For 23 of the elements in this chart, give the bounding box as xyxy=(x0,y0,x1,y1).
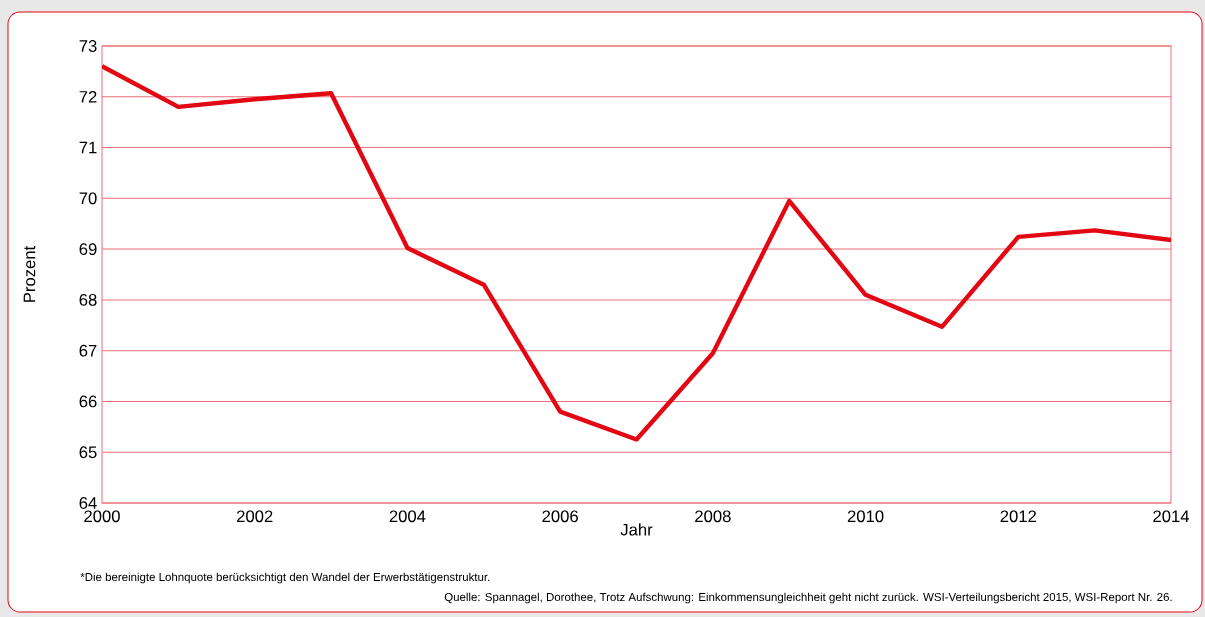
y-tick-label: 73 xyxy=(79,40,97,52)
y-tick-label: 70 xyxy=(79,192,97,205)
x-tick-label: 2014 xyxy=(1153,510,1190,523)
y-axis-title: Prozent xyxy=(23,245,36,302)
y-tick-label: 65 xyxy=(79,446,97,459)
line-series xyxy=(102,64,1172,442)
y-tick-label: 71 xyxy=(79,141,97,154)
x-tick-label: 2006 xyxy=(542,510,578,523)
x-axis-title: Jahr xyxy=(620,523,653,536)
source-note: Quelle: Spannagel, Dorothee, Trotz Aufschwung: Einkommensungleichheit geht nicht zurück. WSI-Verteilungsbericht 2015, WSI-Report Nr. 26. xyxy=(444,592,1172,604)
x-tick-label: 2004 xyxy=(389,510,426,523)
x-tick-label: 2000 xyxy=(84,510,120,523)
x-tick-label: 2002 xyxy=(237,510,273,523)
x-tick-label: 2010 xyxy=(847,510,884,523)
y-tick-label: 72 xyxy=(79,90,97,103)
x-tick-label: 2008 xyxy=(695,510,731,523)
y-tick-label: 64 xyxy=(79,497,97,509)
y-tick-label: 67 xyxy=(79,344,97,357)
y-tick-label: 69 xyxy=(79,243,97,256)
x-tick-label: 2012 xyxy=(1000,510,1036,523)
y-tick-label: 66 xyxy=(79,395,97,408)
text: *Die bereinigte Lohnquote berücksichtigt den Wandel der Erwerbstätigenstruktur. xyxy=(80,572,490,584)
y-tick-label: 68 xyxy=(79,294,97,306)
